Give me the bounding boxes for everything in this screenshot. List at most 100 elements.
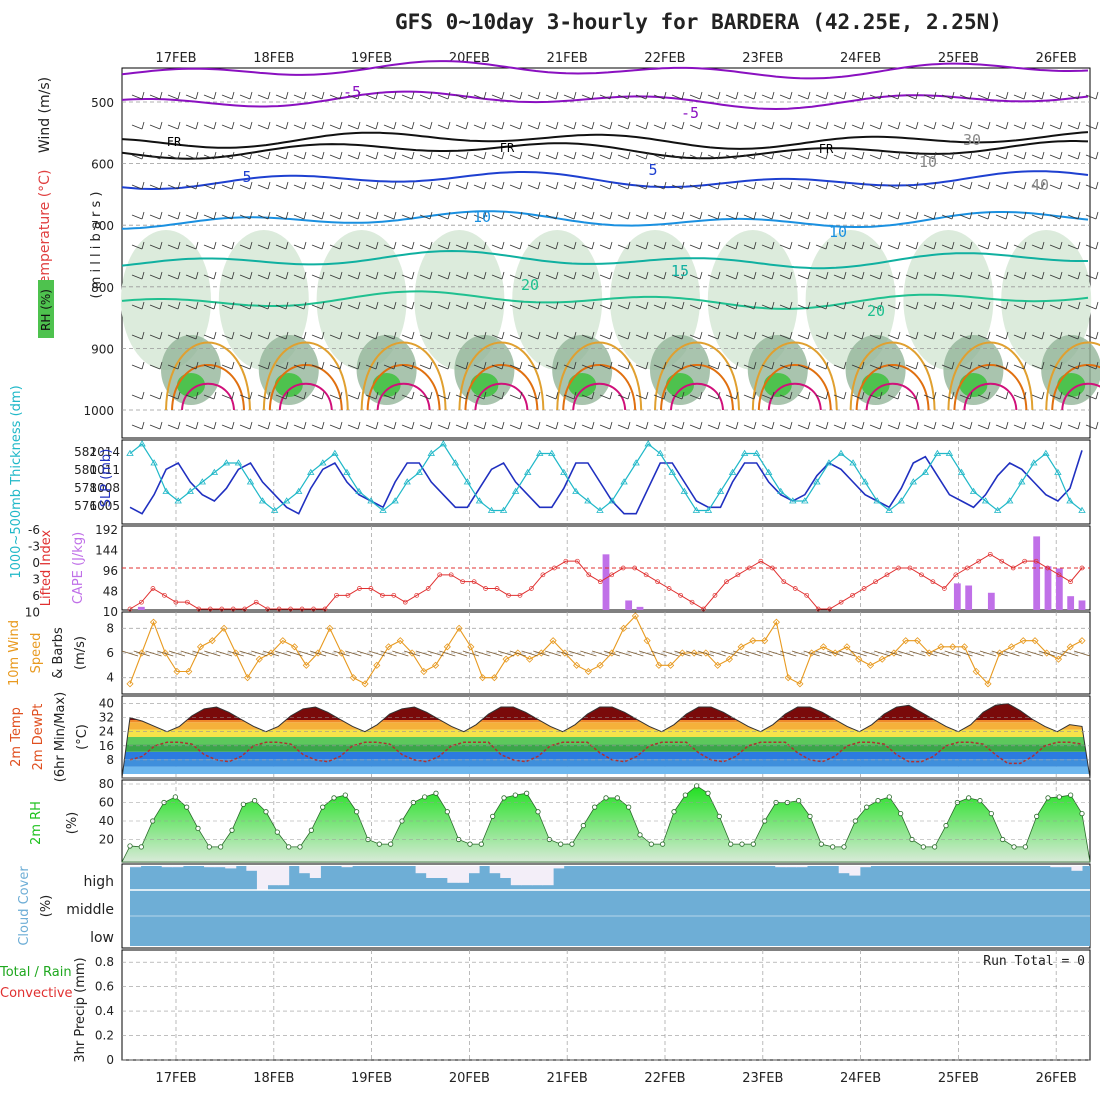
wind-barb [851, 424, 863, 430]
wind-barb [309, 650, 327, 657]
wind-barb [483, 331, 487, 340]
wind-barb [1059, 181, 1063, 190]
wind-barb [383, 244, 395, 250]
wind-barb [923, 244, 935, 250]
wind-barb [375, 121, 379, 130]
wind-barb [563, 244, 575, 250]
temp-tick-label: 16 [99, 739, 114, 753]
wind-barb [329, 424, 341, 430]
wind-barb [995, 214, 1007, 220]
wind-barb [159, 301, 163, 310]
temperature-contour-diurnal [262, 341, 349, 411]
wind-barb [815, 94, 827, 100]
wind-barb [753, 121, 757, 130]
temperature-contour-diurnal [171, 364, 245, 411]
thickness-point [1018, 478, 1026, 485]
wind-speed-point [772, 618, 780, 626]
wind-barb [1049, 364, 1061, 370]
wind-barb [321, 301, 325, 310]
wind-barb [437, 184, 449, 190]
wind-speed-point [408, 649, 416, 657]
wind-barb [347, 304, 359, 310]
wind-barb [177, 211, 181, 220]
wind-barb [843, 91, 847, 100]
wind-barb [195, 361, 199, 370]
wind-barb [815, 334, 827, 340]
wind-barb [177, 181, 181, 190]
panel-frame-slp [121, 439, 1091, 525]
wind-barb [671, 184, 683, 190]
wind-barb [573, 211, 577, 220]
lifted-index-point [414, 592, 420, 598]
lifted-index-point [930, 579, 936, 585]
wind-barb [743, 424, 755, 430]
wind-barb [285, 91, 289, 100]
lifted-index-point [724, 579, 729, 585]
wind-barb [555, 421, 559, 430]
wind-barb [797, 124, 809, 130]
wind-barb [733, 650, 750, 657]
wind-barb [159, 181, 163, 190]
wind-barb [311, 124, 323, 130]
wind-barb [1067, 274, 1079, 280]
wind-barb [483, 151, 487, 160]
wind-barb [995, 304, 1007, 310]
rh-point [660, 841, 666, 847]
dewpoint-line [129, 741, 1083, 765]
wind-barb [923, 154, 935, 160]
wind-barb [663, 121, 667, 130]
wind-barb [411, 151, 415, 160]
wind-speed-point [702, 649, 710, 657]
wind-barb [671, 124, 683, 130]
cape-bar [602, 554, 610, 610]
wind-barb [663, 421, 667, 430]
wind-barb [1077, 331, 1081, 340]
wind-barb [329, 364, 341, 370]
wind-barb [231, 181, 235, 190]
wind-barb [671, 154, 683, 160]
rh-point [274, 829, 280, 835]
wind-barb [221, 124, 233, 130]
wind-barb [365, 304, 377, 310]
wind-barb [563, 424, 575, 430]
wind-barb [869, 94, 881, 100]
wind-barb [249, 241, 253, 250]
thickness-point [716, 487, 725, 494]
thickness-point [355, 487, 363, 494]
lifted-index-point [712, 592, 718, 598]
wind-barb [851, 244, 863, 250]
wind-barb [239, 274, 251, 280]
wind-barb [825, 271, 829, 280]
wind-barb [779, 124, 791, 130]
wind-barb [537, 421, 541, 430]
rh-point [569, 841, 575, 847]
lifted-index-point [747, 565, 752, 571]
wind-barb [501, 331, 505, 340]
rh-point [898, 810, 904, 817]
lifted-index-point [976, 558, 982, 564]
wind-barb [1005, 181, 1009, 190]
rh-point [694, 783, 700, 789]
wind-barb [869, 334, 881, 340]
temperature-contour-diurnal [556, 341, 643, 411]
wind-barb [1077, 181, 1081, 190]
thickness-point [584, 497, 592, 504]
wind-barb [149, 214, 161, 220]
wind-barb [537, 151, 541, 160]
wind-barb [1005, 391, 1009, 400]
wind-barb [617, 334, 629, 340]
wind-barb [717, 181, 721, 190]
wind-barb [869, 154, 881, 160]
wind-barb [771, 241, 775, 250]
temperature-contour [121, 90, 1089, 111]
wind-barb [555, 181, 559, 190]
wind-barb [491, 184, 503, 190]
wind-barb [650, 650, 668, 657]
wind-barb [347, 364, 359, 370]
wind-barb [717, 121, 721, 130]
wind-barb [429, 301, 433, 310]
wind-barb [1050, 650, 1067, 657]
wind-speed-point [1066, 643, 1074, 651]
cloud-clear-bar [468, 866, 480, 874]
wind-barb [1059, 151, 1063, 160]
